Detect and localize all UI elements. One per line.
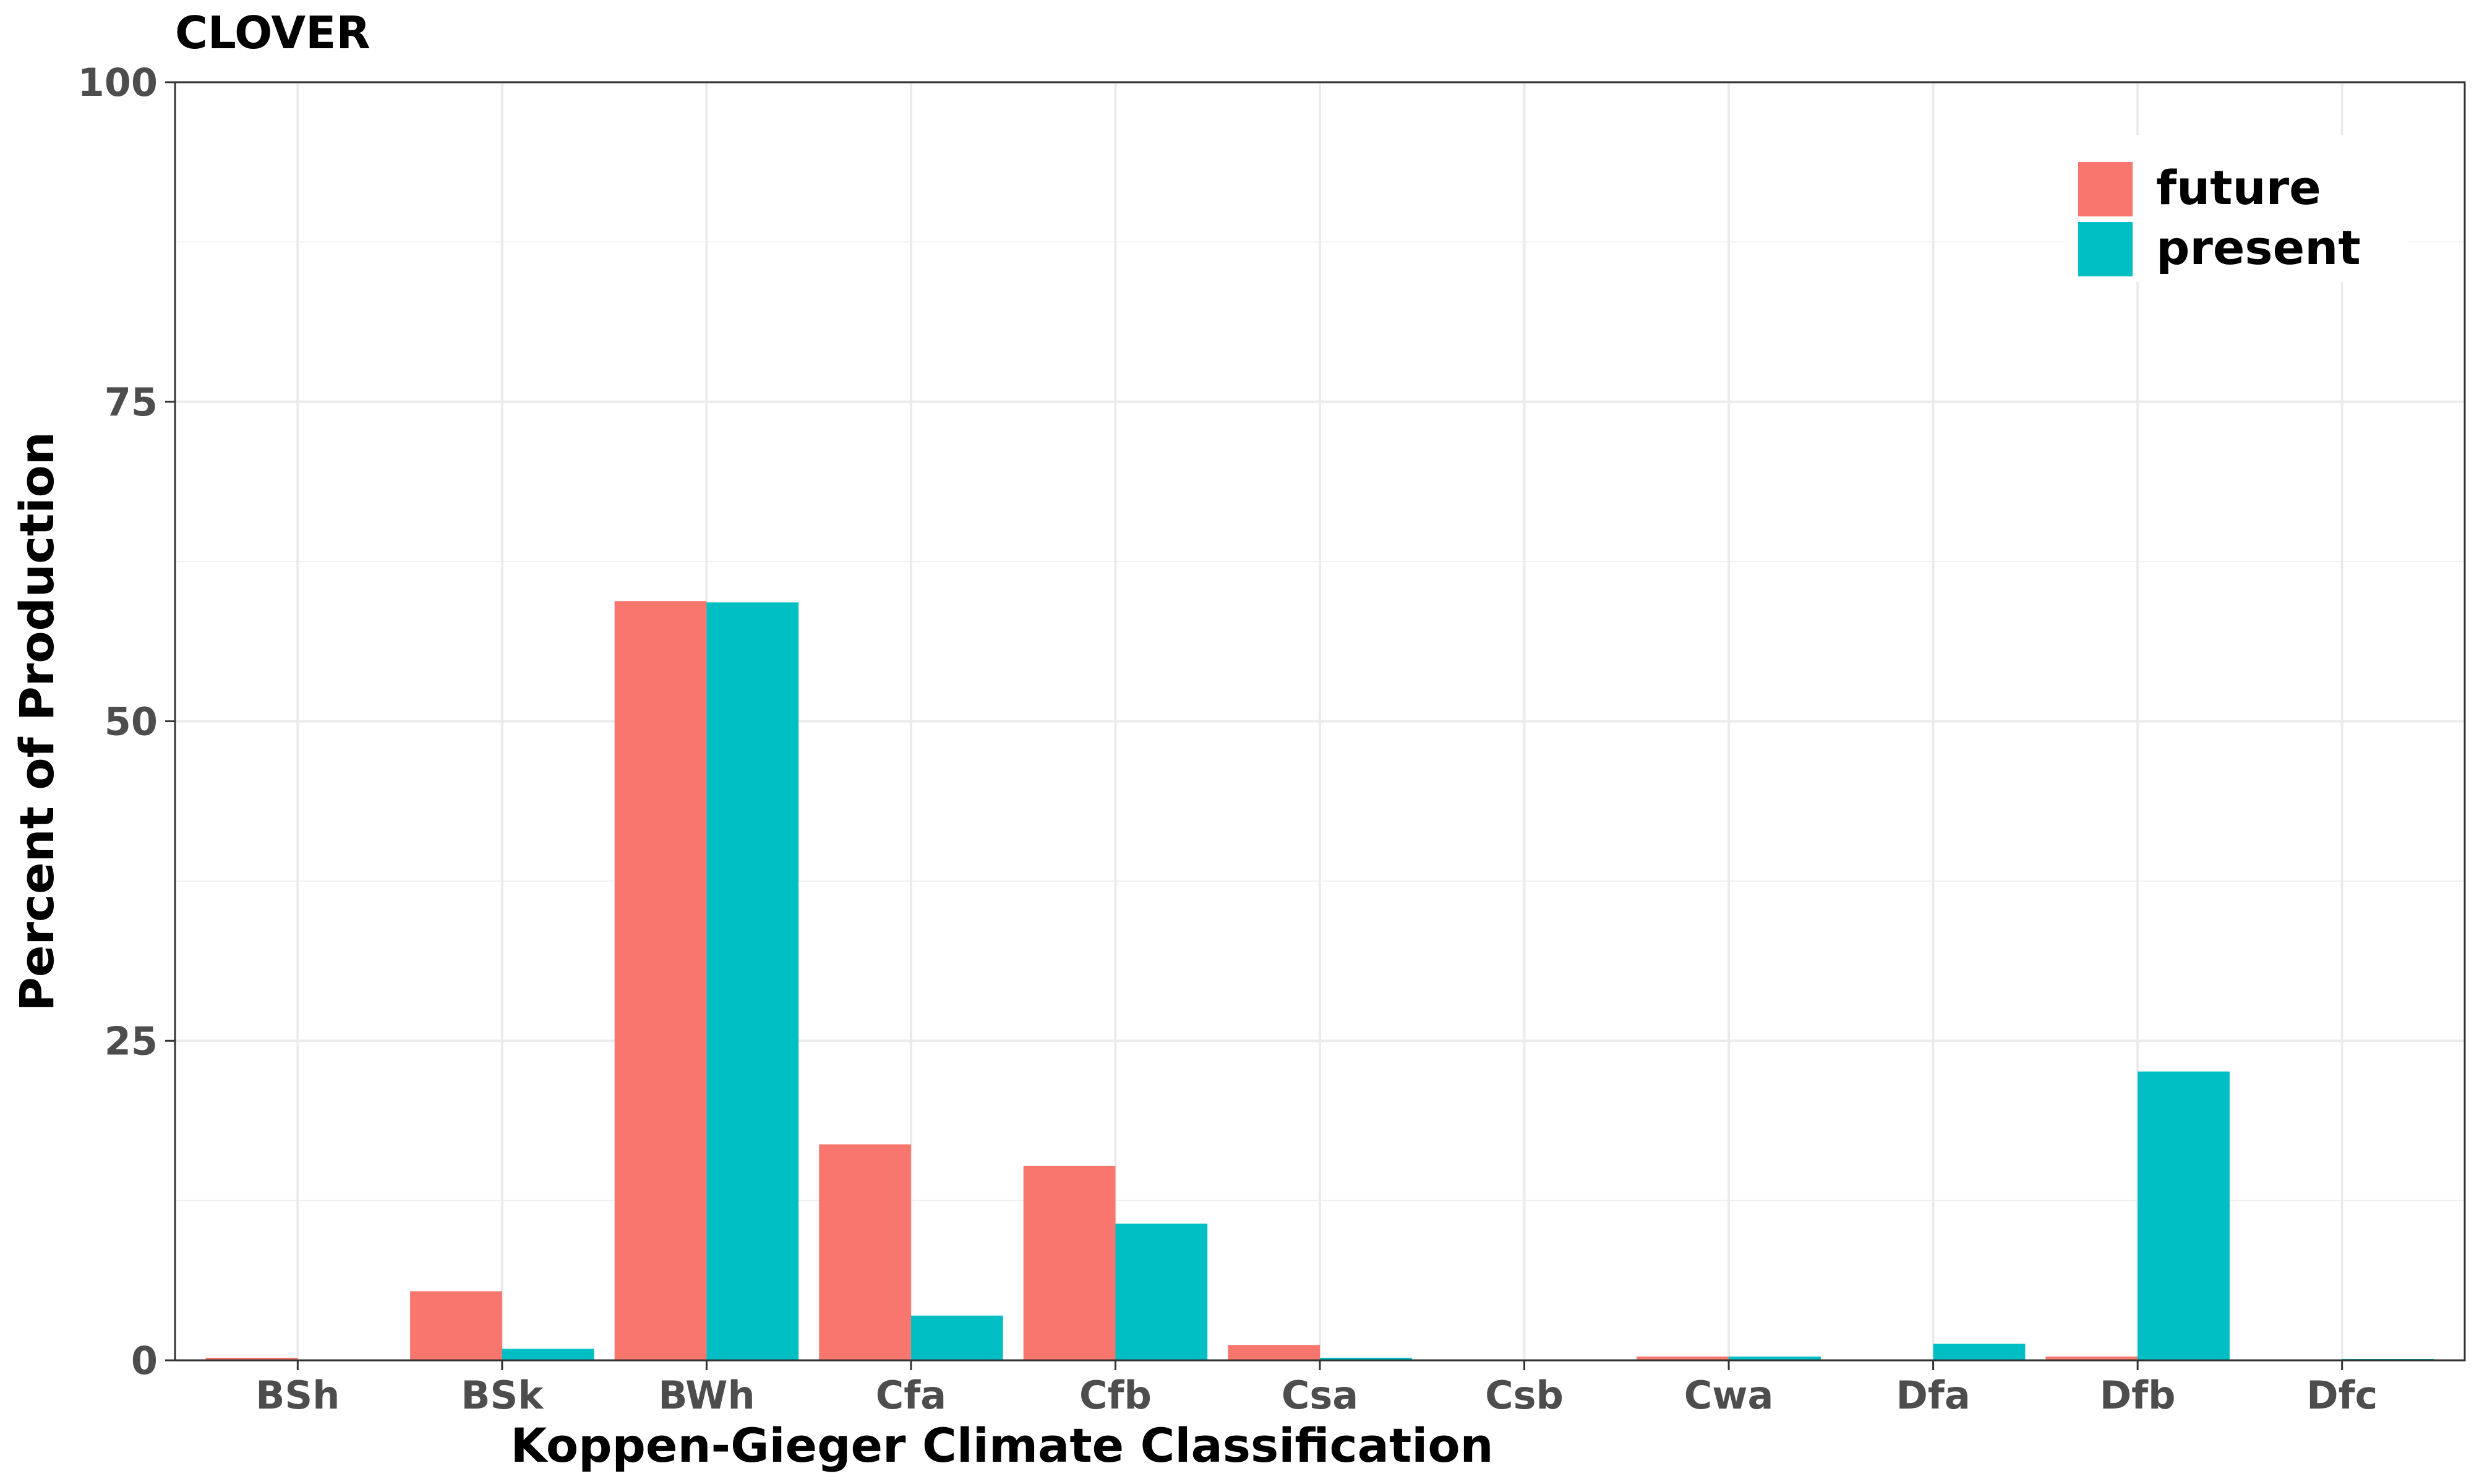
bar-present-Dfa: [1933, 1344, 2026, 1360]
x-tick-label: Cwa: [1684, 1373, 1774, 1418]
x-tick-label: Dfb: [2100, 1373, 2176, 1418]
bars: [205, 601, 2434, 1360]
x-tick-label: BSh: [255, 1373, 340, 1418]
bar-present-BSk: [502, 1349, 594, 1360]
y-tick-label: 25: [105, 1018, 158, 1064]
x-axis-title: Koppen-Gieger Climate Classification: [510, 1418, 1493, 1473]
bar-present-Cwa: [1729, 1356, 1821, 1360]
bar-future-BWh: [614, 601, 707, 1360]
bar-present-Csa: [1320, 1357, 1412, 1360]
bar-future-Cfb: [1023, 1166, 1116, 1360]
chart-title: CLOVER: [175, 7, 370, 59]
x-tick-label: BWh: [658, 1373, 755, 1418]
y-tick-label: 75: [105, 380, 158, 425]
y-tick-label: 100: [78, 60, 158, 105]
x-tick-label: Cfb: [1079, 1373, 1152, 1418]
x-tick-label: BSk: [461, 1373, 544, 1418]
x-tick-label: Csa: [1282, 1373, 1358, 1418]
bar-future-Cwa: [1637, 1356, 1729, 1360]
x-tick-label: Dfa: [1896, 1373, 1970, 1418]
bar-present-BWh: [706, 602, 799, 1360]
legend-label-present: present: [2156, 220, 2361, 275]
legend-key-future: [2078, 162, 2133, 216]
bar-present-Dfb: [2138, 1071, 2230, 1360]
y-tick-label: 50: [105, 699, 158, 744]
x-tick-label: Csb: [1485, 1373, 1564, 1418]
bar-future-Csa: [1228, 1345, 1320, 1360]
axes: 0 25 50 75 100 BSh BSk BWh Cfa Cfb Csa Csb Cwa Dfa Dfb…: [78, 60, 2378, 1418]
y-axis-title: Percent of Production: [9, 432, 64, 1012]
x-tick-label: Cfa: [876, 1373, 946, 1418]
bar-present-Cfa: [910, 1315, 1003, 1360]
y-tick-label: 0: [131, 1338, 158, 1383]
bar-future-Cfa: [819, 1144, 911, 1360]
legend-label-future: future: [2156, 160, 2321, 215]
bar-future-BSk: [410, 1291, 502, 1360]
x-tick-label: Dfc: [2306, 1373, 2378, 1418]
bar-future-Dfb: [2045, 1356, 2138, 1360]
legend-key-present: [2078, 222, 2133, 276]
bar-present-Cfb: [1115, 1223, 1208, 1360]
bar-future-BSh: [205, 1357, 298, 1360]
